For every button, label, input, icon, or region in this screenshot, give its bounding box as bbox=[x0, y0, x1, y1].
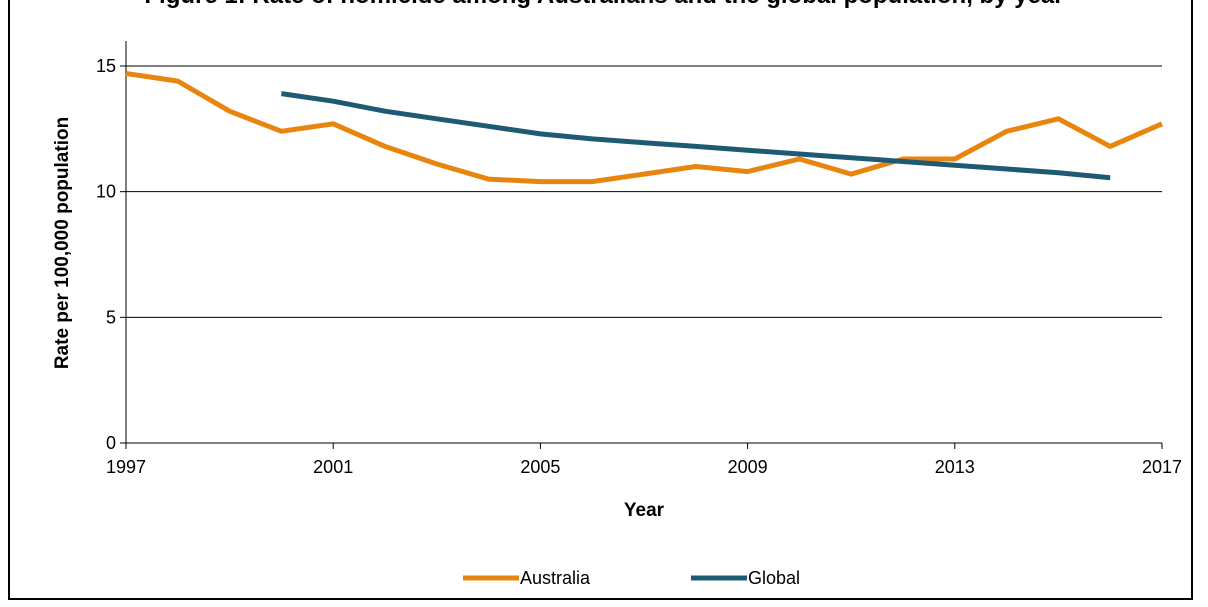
chart-title: Figure 1: Rate of homicide among Austral… bbox=[0, 0, 1208, 10]
series-line-global bbox=[281, 91, 1111, 181]
x-tick-labels: 1997 2001 2005 2009 2013 2017 bbox=[106, 457, 1182, 477]
series-line-australia bbox=[125, 71, 1163, 185]
x-tick-label: 1997 bbox=[106, 457, 146, 477]
y-axis-title: Rate per 100,000 population bbox=[52, 117, 73, 369]
y-tick-labels: 0 5 10 15 bbox=[96, 56, 116, 453]
chart-frame bbox=[8, 0, 1193, 600]
chart-title-container: Figure 1: Rate of homicide among Austral… bbox=[0, 0, 1208, 10]
legend: Australia Global bbox=[463, 568, 800, 588]
x-axis-title: Year bbox=[624, 500, 665, 521]
legend-label-australia: Australia bbox=[520, 568, 591, 588]
x-tick-label: 2009 bbox=[728, 457, 768, 477]
x-tick-label: 2013 bbox=[935, 457, 975, 477]
axes bbox=[120, 41, 1163, 449]
legend-label-global: Global bbox=[748, 568, 800, 588]
x-tick-label: 2005 bbox=[520, 457, 560, 477]
y-tick-label: 0 bbox=[106, 433, 116, 453]
x-tick-label: 2017 bbox=[1142, 457, 1182, 477]
y-tick-label: 10 bbox=[96, 182, 116, 202]
y-tick-label: 5 bbox=[106, 307, 116, 327]
series-lines bbox=[125, 71, 1163, 185]
y-tick-label: 15 bbox=[96, 56, 116, 76]
gridlines bbox=[126, 65, 1162, 318]
x-tick-label: 2001 bbox=[313, 457, 353, 477]
